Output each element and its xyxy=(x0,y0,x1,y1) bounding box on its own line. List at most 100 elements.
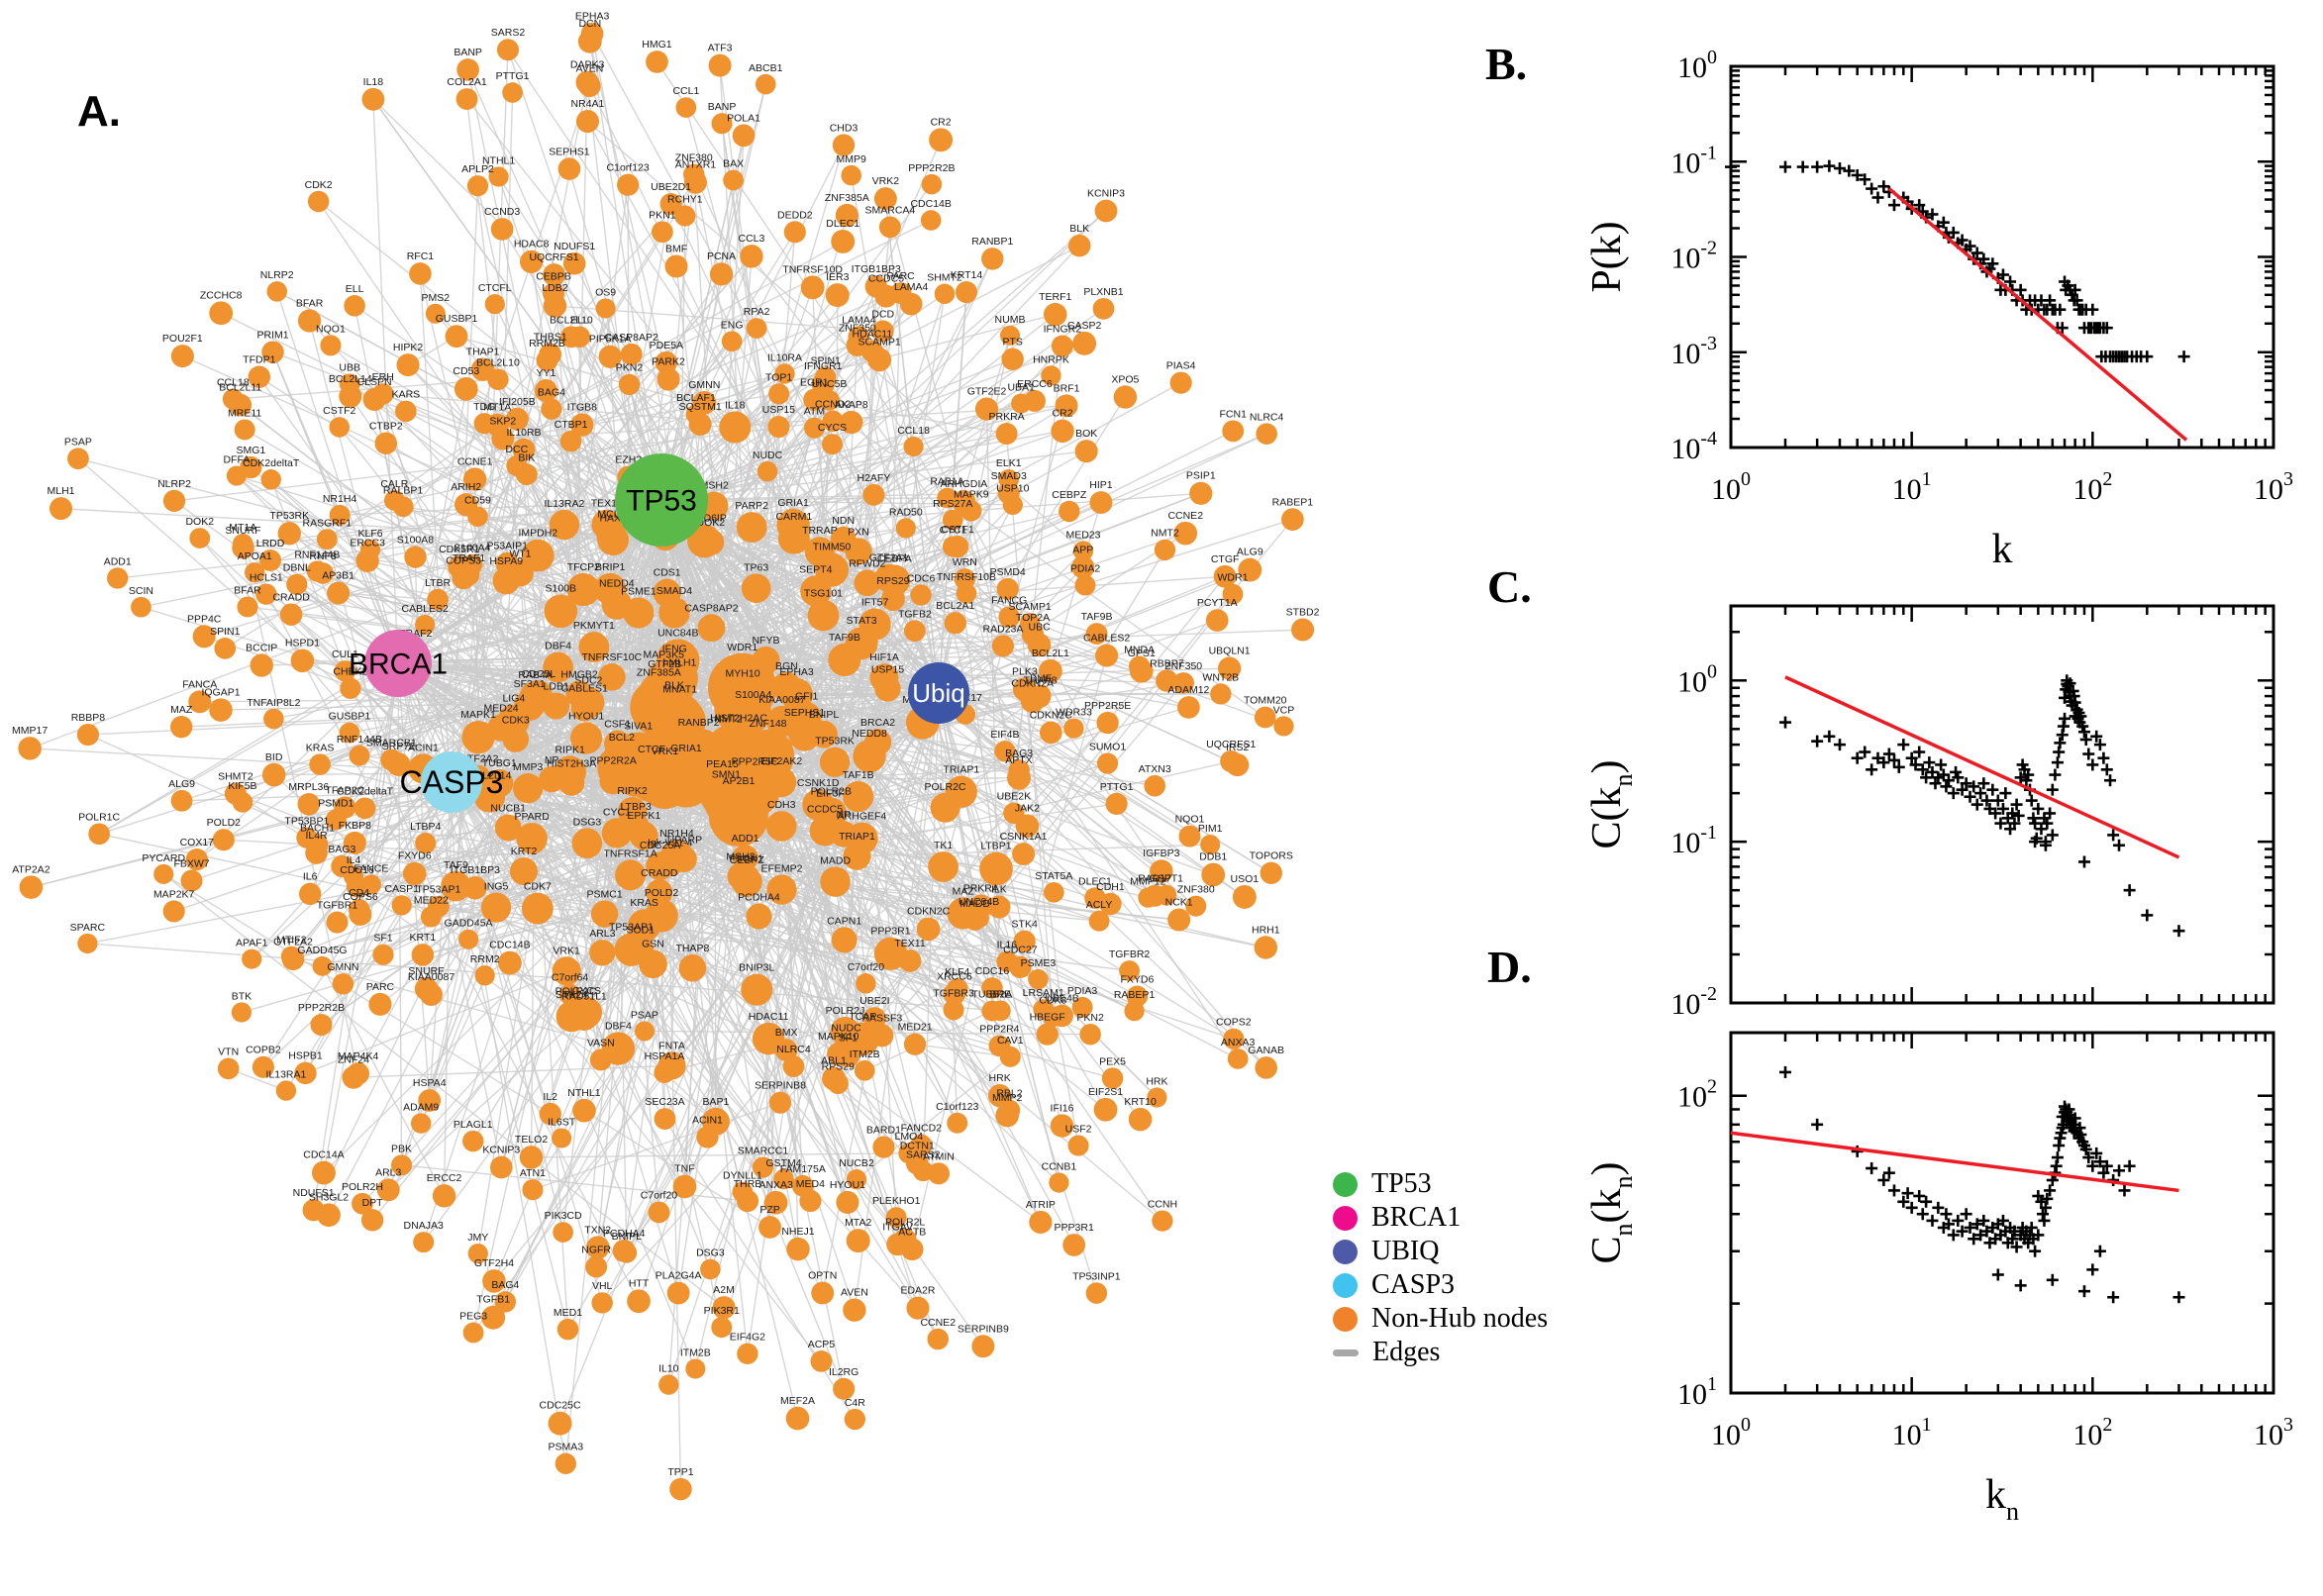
network-edge xyxy=(531,838,777,1204)
network-node-label: KLF4 xyxy=(945,966,969,978)
network-node-label: HBEGF xyxy=(1030,1012,1065,1024)
network-node-label: EIF4G2 xyxy=(730,1332,765,1344)
network-node-label: TGFBR2 xyxy=(1109,948,1151,960)
network-node-label: NEDD8 xyxy=(852,728,887,740)
hub-label-tp53: TP53 xyxy=(626,485,697,518)
network-node xyxy=(185,848,208,871)
network-node xyxy=(836,1190,859,1214)
network-node-label: RIPK2 xyxy=(617,785,648,797)
network-node-label: CAV1 xyxy=(997,1035,1024,1047)
legend-label: Non-Hub nodes xyxy=(1371,1303,1549,1334)
network-node xyxy=(1093,1097,1118,1122)
axis-ticks xyxy=(1729,606,2275,1005)
network-node xyxy=(1119,960,1140,981)
network-node-label: ABCB1 xyxy=(749,62,783,74)
network-node-label: PSMD1 xyxy=(318,797,354,809)
network-node xyxy=(277,522,301,546)
network-node-label: POLR2J xyxy=(826,1005,865,1017)
network-node-label: DLEC1 xyxy=(826,218,859,230)
network-node-label: ANXA3 xyxy=(1221,1037,1256,1048)
network-node-label: ADAM12 xyxy=(1167,684,1209,696)
network-node xyxy=(666,1281,690,1305)
network-node-label: CCNE2 xyxy=(1167,510,1203,522)
network-node-label: HIST2H3A xyxy=(547,757,596,769)
network-node-label: BTK xyxy=(232,990,252,1002)
network-node-label: TNFAIP8L2 xyxy=(247,697,300,709)
network-node xyxy=(732,845,758,871)
legend-item-non-hub-nodes: Non-Hub nodes xyxy=(1333,1303,1549,1334)
network-edge xyxy=(738,816,1106,1111)
network-node xyxy=(1096,711,1119,735)
network-node xyxy=(481,1305,506,1330)
network-node xyxy=(410,1113,432,1134)
network-node-label: IL10RB xyxy=(507,427,542,439)
network-edge xyxy=(369,330,883,550)
network-node-label: PLK3 xyxy=(1012,665,1038,677)
network-node xyxy=(697,614,726,643)
network-node xyxy=(1167,908,1191,932)
network-node xyxy=(1232,884,1257,909)
network-node xyxy=(553,1222,573,1243)
network-node xyxy=(371,383,394,405)
network-node xyxy=(711,1317,733,1339)
network-node-label: DDB1 xyxy=(1199,851,1227,863)
network-node xyxy=(209,698,233,722)
network-node xyxy=(395,400,417,423)
network-node-label: IL10 xyxy=(658,1362,679,1374)
network-node-label: BCL2 xyxy=(609,732,635,744)
network-node-label: CDK2 xyxy=(305,179,333,191)
network-node xyxy=(1011,393,1032,414)
network-node-label: DFFA xyxy=(223,453,250,465)
network-node xyxy=(688,413,712,436)
hub-node-tp53 xyxy=(615,453,708,547)
network-edge xyxy=(586,121,833,571)
network-node xyxy=(349,903,372,927)
network-node-label: VHL xyxy=(592,1280,613,1292)
network-node xyxy=(502,82,523,103)
network-node-label: CTCF xyxy=(638,744,665,755)
network-node xyxy=(344,295,365,317)
network-node-label: ATXN3 xyxy=(1139,763,1171,775)
network-node-label: NR1H4 xyxy=(323,493,357,505)
network-edges-layer xyxy=(29,33,1303,1490)
network-node xyxy=(307,190,330,213)
network-node xyxy=(1084,887,1106,909)
network-edge xyxy=(660,430,1063,501)
network-node-label: BFAR xyxy=(296,297,324,309)
network-edge xyxy=(451,402,1022,783)
network-node-label: SKP2 xyxy=(489,416,516,428)
network-node xyxy=(929,128,954,152)
plot-frame xyxy=(1729,1031,2275,1395)
network-node-label: PDE5A xyxy=(650,340,683,351)
network-node xyxy=(466,175,489,197)
network-node-label: NUDC xyxy=(753,449,783,461)
network-node xyxy=(700,1258,721,1280)
network-node-label: RBL2 xyxy=(996,1088,1022,1100)
network-node-label: GRIA1 xyxy=(670,743,702,754)
network-node-label: CDK7 xyxy=(524,881,552,893)
network-node xyxy=(618,373,641,396)
network-node-label: GMNN xyxy=(327,961,358,973)
network-node xyxy=(803,417,826,439)
network-node-label: RPS29 xyxy=(876,575,909,587)
network-node xyxy=(601,818,633,848)
network-node-label: CR2 xyxy=(931,116,952,128)
network-node-label: WT1 xyxy=(509,549,531,560)
network-node-label: SF1 xyxy=(839,1032,858,1044)
chart-c: 100 10-1 10-2 C(kn​) xyxy=(1584,604,2275,1021)
network-node xyxy=(1156,669,1178,692)
network-node-label: ITM2B xyxy=(850,1048,880,1060)
network-node xyxy=(432,1184,456,1208)
network-node-label: COPB2 xyxy=(246,1045,281,1056)
network-node xyxy=(245,562,265,583)
network-node xyxy=(425,303,446,324)
network-node xyxy=(740,245,763,268)
network-node-label: EPHA3 xyxy=(779,666,814,678)
network-edge xyxy=(397,255,753,664)
network-node-label: LTBP1 xyxy=(980,841,1011,852)
network-node-label: IFI16 xyxy=(1051,1102,1074,1114)
network-node xyxy=(1044,302,1067,327)
network-node-label: SMAD3 xyxy=(991,470,1027,482)
network-node-label: VTN xyxy=(218,1047,239,1058)
